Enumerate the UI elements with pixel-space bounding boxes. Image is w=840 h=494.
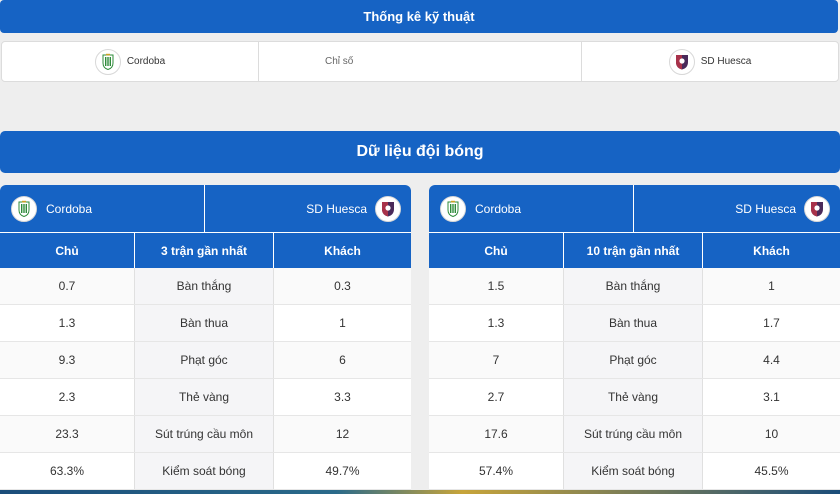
tech-home-team-name: Cordoba	[126, 56, 166, 67]
table-row: 2.7 Thẻ vàng 3.1	[429, 379, 840, 416]
home-column-header: Chủ	[0, 233, 135, 268]
home-column-header: Chủ	[429, 233, 564, 268]
away-column-header: Khách	[753, 243, 790, 258]
home-value: 0.7	[0, 268, 135, 304]
panel-away-team[interactable]: SD Huesca	[205, 185, 411, 232]
away-value: 1	[339, 316, 346, 330]
team-data-title: Dữ liệu đội bóng	[356, 143, 484, 160]
tech-middle-cell: Chỉ số	[258, 42, 582, 81]
panel-team-row: Cordoba SD Huesca	[0, 185, 411, 232]
away-column-header: Khách	[324, 243, 361, 258]
home-value: 1.3	[0, 305, 135, 341]
stat-label: Kiểm soát bóng	[135, 453, 274, 489]
huesca-crest-icon	[668, 48, 695, 75]
stat-label: Sút trúng cầu môn	[564, 416, 703, 452]
stat-label: Bàn thua	[564, 305, 703, 341]
away-value: 1	[703, 268, 840, 304]
technical-stats-header: Thống kê kỹ thuật	[0, 0, 838, 33]
panel-away-team-name: SD Huesca	[735, 201, 796, 216]
table-row: 9.3 Phạt góc 6	[0, 342, 411, 379]
stats-rows: 1.5 Bàn thắng 1 1.3 Bàn thua 1.7 7 Phạt …	[429, 268, 840, 490]
cordoba-crest-icon	[11, 195, 37, 222]
panel-home-team[interactable]: Cordoba	[0, 185, 205, 232]
home-value: 9.3	[0, 342, 135, 378]
away-value: 0.3	[274, 268, 411, 304]
panel-home-team-name: Cordoba	[46, 201, 93, 216]
technical-stats-bar: Cordoba Chỉ số SD Huesca	[1, 41, 839, 82]
home-value: 1.3	[429, 305, 564, 341]
tech-away-team[interactable]: SD Huesca	[582, 42, 838, 81]
table-row: 1.3 Bàn thua 1.7	[429, 305, 840, 342]
period-column-header: 3 trận gần nhất	[135, 233, 274, 268]
table-row: 2.3 Thẻ vàng 3.3	[0, 379, 411, 416]
stat-label: Bàn thắng	[135, 268, 274, 304]
technical-stats-title: Thống kê kỹ thuật	[363, 9, 475, 24]
huesca-crest-icon	[804, 195, 830, 222]
table-row: 57.4% Kiểm soát bóng 45.5%	[429, 453, 840, 490]
table-row: 1.3 Bàn thua 1	[0, 305, 411, 342]
table-row: 63.3% Kiểm soát bóng 49.7%	[0, 453, 411, 490]
table-row: 23.3 Sút trúng cầu môn 12	[0, 416, 411, 453]
away-value: 3.3	[334, 390, 351, 404]
away-value: 4.4	[703, 342, 840, 378]
cordoba-crest-icon	[440, 195, 466, 222]
stat-label: Phạt góc	[564, 342, 703, 378]
home-value: 17.6	[429, 416, 564, 452]
stat-label: Phạt góc	[135, 342, 274, 378]
table-row: 7 Phạt góc 4.4	[429, 342, 840, 379]
home-value: 7	[429, 342, 564, 378]
home-value: 1.5	[429, 268, 564, 304]
stat-label: Sút trúng cầu môn	[135, 416, 274, 452]
last-3-matches-panel: Cordoba SD Huesca Chủ 3 trận gần nhất Kh…	[0, 185, 411, 494]
stats-rows: 0.7 Bàn thắng 0.3 1.3 Bàn thua 1 9.3 Phạ…	[0, 268, 411, 490]
home-value: 57.4%	[429, 453, 564, 489]
huesca-crest-icon	[375, 195, 401, 222]
home-value: 63.3%	[0, 453, 135, 489]
table-row: 17.6 Sút trúng cầu môn 10	[429, 416, 840, 453]
stats-column-headers: Chủ 3 trận gần nhất Khách	[0, 232, 411, 268]
stat-label: Thẻ vàng	[564, 379, 703, 415]
bottom-banner-edge	[0, 490, 840, 494]
stats-column-headers: Chủ 10 trận gần nhất Khách	[429, 232, 840, 268]
stat-label: Bàn thua	[135, 305, 274, 341]
table-row: 0.7 Bàn thắng 0.3	[0, 268, 411, 305]
period-column-header: 10 trận gần nhất	[564, 233, 703, 268]
stat-label: Bàn thắng	[564, 268, 703, 304]
home-value: 2.7	[429, 379, 564, 415]
tech-home-team[interactable]: Cordoba	[2, 42, 258, 81]
away-value: 12	[274, 416, 411, 452]
tech-middle-label: Chỉ số	[325, 56, 354, 67]
panel-away-team-name: SD Huesca	[306, 201, 367, 216]
team-data-header: Dữ liệu đội bóng	[0, 131, 840, 173]
stat-label: Thẻ vàng	[135, 379, 274, 415]
stat-label: Kiểm soát bóng	[564, 453, 703, 489]
last-10-matches-panel: Cordoba SD Huesca Chủ 10 trận gần nhất K…	[429, 185, 840, 494]
away-value: 6	[274, 342, 411, 378]
home-value: 23.3	[0, 416, 135, 452]
away-value: 45.5%	[754, 464, 789, 478]
panel-team-row: Cordoba SD Huesca	[429, 185, 840, 232]
home-value: 2.3	[0, 379, 135, 415]
panel-home-team-name: Cordoba	[475, 201, 522, 216]
tech-away-team-name: SD Huesca	[700, 56, 752, 67]
cordoba-crest-icon	[94, 48, 121, 75]
away-value: 1.7	[763, 316, 780, 330]
away-value: 10	[703, 416, 840, 452]
panel-home-team[interactable]: Cordoba	[429, 185, 634, 232]
away-value: 3.1	[763, 390, 780, 404]
table-row: 1.5 Bàn thắng 1	[429, 268, 840, 305]
away-value: 49.7%	[325, 464, 360, 478]
panel-away-team[interactable]: SD Huesca	[634, 185, 840, 232]
